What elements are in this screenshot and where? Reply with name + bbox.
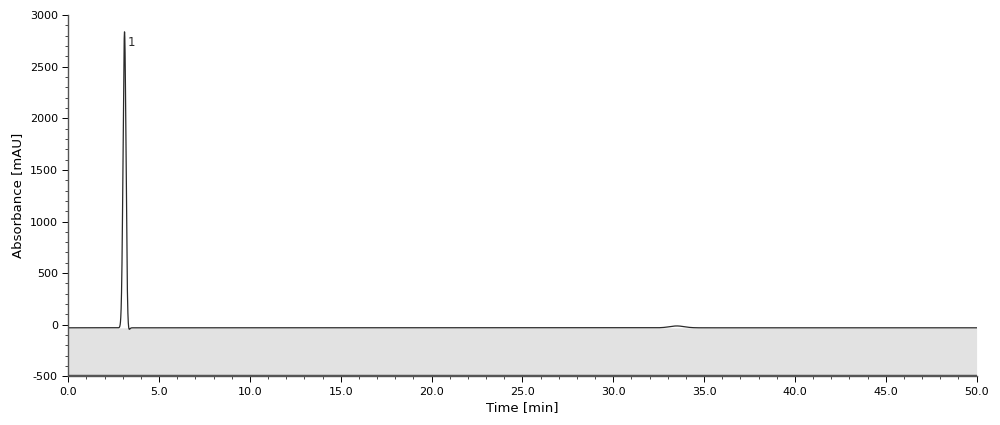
Text: 1: 1 <box>127 36 135 49</box>
Y-axis label: Absorbance [mAU]: Absorbance [mAU] <box>11 133 24 258</box>
X-axis label: Time [min]: Time [min] <box>486 401 559 414</box>
